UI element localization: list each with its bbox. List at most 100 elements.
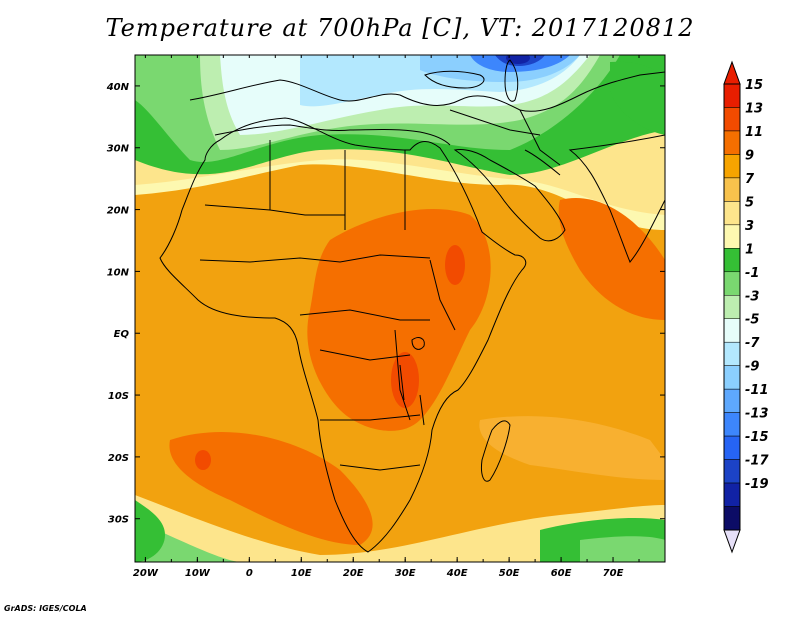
colorbar-label: 3 <box>745 219 754 234</box>
border-southern-1 <box>320 414 421 421</box>
lake-malawi <box>419 394 425 426</box>
colorbar-box <box>723 248 741 273</box>
colorbar-label: -15 <box>745 430 769 445</box>
colorbar-box <box>723 318 741 343</box>
border-southern-2 <box>339 464 421 471</box>
coastline-europe <box>189 71 665 112</box>
colorbar-box <box>723 459 741 484</box>
map-title: Temperature at 700hPa [C], VT: 201712081… <box>105 14 695 42</box>
colorbar-box <box>723 83 741 108</box>
colorbar-label: 13 <box>745 101 763 116</box>
lat-tick-label: 30N <box>107 144 130 155</box>
colorbar: 15 13 11 9 7 5 3 1 -1 -3 -5 -7 -9 -11 -13 -15 -17 -19 <box>723 60 769 554</box>
colorbar-label: -19 <box>745 477 769 492</box>
field-hot-core-2 <box>391 352 419 408</box>
map-axes: 20W 10W 0 10E 20E 30E 40E 50E 60E 70E 40N 30N 20N 10N… <box>106 55 666 579</box>
lat-tick-label: 20N <box>107 206 130 217</box>
colorbar-label: 11 <box>745 125 763 140</box>
lat-tick-label: 40N <box>106 82 130 93</box>
colorbar-box <box>723 506 741 531</box>
colorbar-box <box>723 154 741 179</box>
border-middle-east <box>449 109 541 136</box>
colorbar-label: 1 <box>745 242 754 257</box>
colorbar-box <box>723 224 741 249</box>
border-east-2 <box>394 329 411 421</box>
lat-tick-label: 10N <box>107 267 130 278</box>
colorbar-box <box>723 295 741 319</box>
colorbar-label: -7 <box>745 336 760 351</box>
border-congo <box>299 309 430 321</box>
colorbar-label: -3 <box>745 289 759 304</box>
coastline-arabia <box>453 149 566 242</box>
lake-tanganyika <box>399 364 405 401</box>
lat-tick-label: 10S <box>108 391 129 402</box>
colorbar-label: -5 <box>745 313 759 328</box>
colorbar-label: -17 <box>745 454 769 469</box>
coastline-madagascar <box>481 420 511 482</box>
lat-tick-label: 20S <box>108 453 129 464</box>
lat-tick-label: EQ <box>114 329 130 340</box>
lon-tick-label: 0 <box>246 568 253 579</box>
lon-tick-label: 10W <box>185 568 211 579</box>
field-cold-core <box>506 55 530 64</box>
field-warm-indian-ocean <box>479 416 665 480</box>
plot-frame <box>134 54 666 563</box>
lon-tick-label: 50E <box>499 568 520 579</box>
field-south-band-nw <box>610 61 665 135</box>
colorbar-box <box>723 365 741 390</box>
colorbar-box <box>723 435 741 460</box>
colorbar-label: -1 <box>745 266 759 281</box>
colorbar-frame <box>723 83 741 531</box>
lon-tick-label: 40E <box>446 568 468 579</box>
lon-tick-label: 10E <box>291 568 312 579</box>
colorbar-label: -13 <box>745 407 769 422</box>
coastline-africa <box>159 117 527 553</box>
grads-credit: GrADS: IGES/COLA <box>4 604 87 613</box>
field-south-band-se2 <box>580 536 665 562</box>
field-south-band-1 <box>135 500 165 562</box>
colorbar-box <box>723 388 741 413</box>
colorbar-top-arrow <box>723 60 741 85</box>
colorbar-box <box>723 482 741 507</box>
border-iran <box>519 109 561 166</box>
coastline-persian-gulf <box>524 149 561 176</box>
coastlines <box>159 59 665 553</box>
lon-tick-label: 30E <box>395 568 416 579</box>
coastline-caspian <box>504 59 519 102</box>
field-south-band-3 <box>135 520 240 562</box>
colorbar-box <box>723 177 741 202</box>
colorbar-box <box>723 130 741 155</box>
coastline-india <box>568 134 665 263</box>
colorbar-box <box>723 107 741 132</box>
colorbar-label: 9 <box>745 148 754 163</box>
colorbar-label: -11 <box>745 383 769 398</box>
colorbar-box <box>723 271 741 296</box>
border-sahel <box>199 254 431 263</box>
colorbar-bottom-arrow <box>723 529 741 554</box>
field-warm-arabian-sea <box>558 198 665 320</box>
border-east-1 <box>429 259 456 331</box>
border-central <box>319 349 411 361</box>
field-warm-south-atlantic <box>169 431 373 545</box>
colorbar-label: 7 <box>745 172 755 187</box>
lat-tick-label: 30S <box>108 515 129 526</box>
lake-victoria <box>411 337 425 350</box>
colorbar-label: 5 <box>745 195 754 210</box>
lon-tick-label: 20W <box>133 568 159 579</box>
temperature-field <box>135 55 665 562</box>
field-south-band-5 <box>135 495 665 562</box>
lon-tick-label: 20E <box>343 568 364 579</box>
lon-tick-label: 60E <box>551 568 572 579</box>
coastline-black-sea <box>424 70 485 89</box>
border-sahara-1 <box>204 204 345 216</box>
lon-tick-label: 70E <box>603 568 624 579</box>
colorbar-label: 15 <box>745 78 763 93</box>
colorbar-box <box>723 341 741 366</box>
coastline-mediterranean <box>214 124 451 146</box>
field-hot-core-3 <box>195 450 211 470</box>
colorbar-box <box>723 201 741 226</box>
colorbar-box <box>723 412 741 437</box>
field-hot-core-1 <box>445 245 465 285</box>
colorbar-label: -9 <box>745 360 759 375</box>
